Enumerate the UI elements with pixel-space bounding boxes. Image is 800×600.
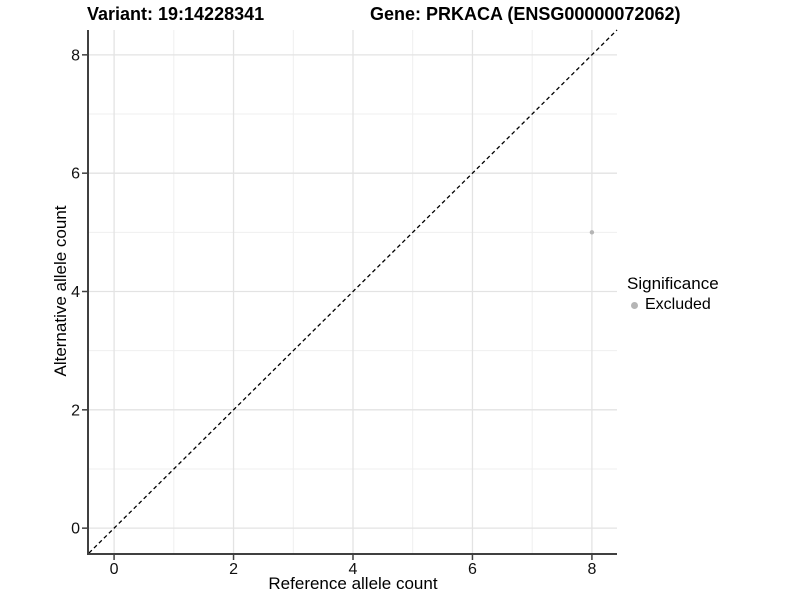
y-tick-label: 4 (71, 284, 80, 301)
x-tick-label: 6 (468, 561, 477, 578)
legend-point-icon (631, 301, 638, 309)
variant-title: Variant: 19:14228341 (87, 4, 265, 24)
identity-line (88, 29, 618, 554)
y-axis-title: Alternative allele count (51, 205, 70, 377)
x-axis-title: Reference allele count (268, 574, 438, 593)
legend-item-excluded: Excluded (627, 296, 719, 314)
y-tick-label: 8 (71, 47, 80, 64)
x-tick-label: 4 (349, 561, 358, 578)
legend-item-label: Excluded (645, 296, 711, 313)
scatter-plot-panel: 0 2 4 6 8 0 2 4 6 8 (71, 29, 618, 578)
legend: Significance Excluded (627, 274, 719, 314)
y-tick-label: 2 (71, 402, 80, 419)
legend-title: Significance (627, 274, 719, 293)
x-tick-label: 0 (110, 561, 119, 578)
x-tick-label: 8 (587, 561, 596, 578)
y-tick-label: 0 (71, 521, 80, 538)
data-point (589, 230, 595, 235)
y-tick-label: 6 (71, 166, 80, 183)
gene-title: Gene: PRKACA (ENSG00000072062) (370, 4, 681, 24)
x-tick-label: 2 (229, 561, 238, 578)
